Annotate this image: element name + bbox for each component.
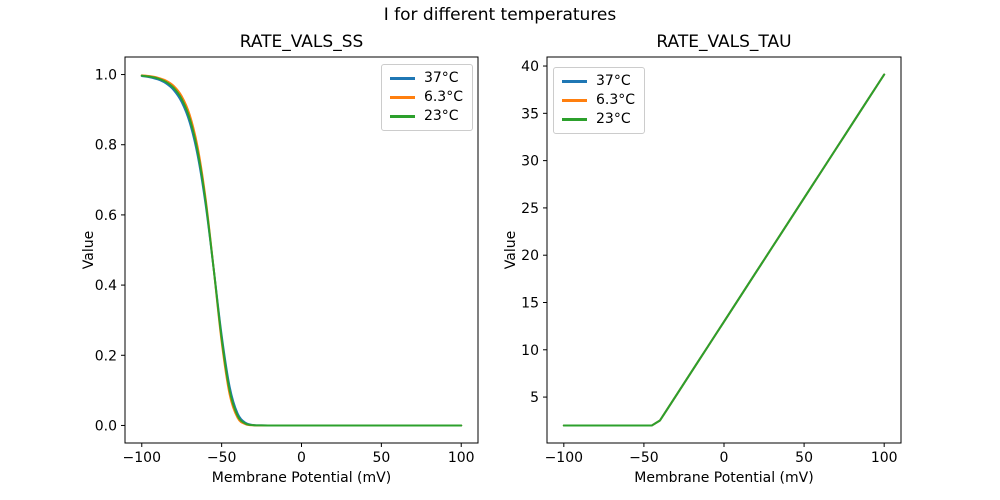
y-tick-label: 1.0 bbox=[95, 68, 117, 84]
legend-entry: 37°C bbox=[389, 69, 463, 88]
figure-suptitle: I for different temperatures bbox=[383, 5, 617, 25]
x-tick-label: −50 bbox=[207, 450, 237, 466]
y-tick-label: 10 bbox=[521, 343, 539, 359]
y-axis-label-tau: Value bbox=[503, 230, 519, 270]
legend-entry: 6.3°C bbox=[562, 91, 635, 110]
x-tick-label: 0 bbox=[720, 450, 729, 466]
y-tick-label: 35 bbox=[521, 106, 539, 122]
y-tick-label: 0.6 bbox=[95, 208, 117, 224]
x-tick-label: 100 bbox=[448, 450, 475, 466]
legend-line-swatch bbox=[562, 80, 587, 83]
x-tick-label: 0 bbox=[297, 450, 306, 466]
legend-label: 6.3°C bbox=[423, 89, 463, 105]
legend-label: 37°C bbox=[423, 70, 459, 86]
legend-line-swatch bbox=[389, 96, 415, 99]
series-line-0-2 bbox=[140, 74, 463, 427]
y-tick-label: 0.4 bbox=[95, 278, 117, 294]
subplot-title-tau: RATE_VALS_TAU bbox=[656, 32, 792, 52]
y-tick-label: 15 bbox=[521, 295, 539, 311]
y-tick-label: 30 bbox=[521, 154, 539, 170]
legend-label: 6.3°C bbox=[596, 92, 636, 108]
y-tick-label: 0.8 bbox=[95, 138, 117, 154]
y-tick-label: 0.2 bbox=[95, 348, 117, 364]
y-tick-label: 40 bbox=[521, 59, 539, 75]
legend-line-swatch bbox=[562, 99, 587, 102]
series-line-1-2 bbox=[562, 73, 886, 427]
x-tick-label: −100 bbox=[545, 450, 583, 466]
legend-entry: 6.3°C bbox=[389, 88, 463, 107]
y-tick-label: 0.0 bbox=[95, 418, 117, 434]
legend-line-swatch bbox=[389, 77, 415, 80]
legend-label: 23°C bbox=[596, 111, 631, 127]
y-tick-label: 25 bbox=[521, 201, 539, 217]
legend-ss: 37°C 6.3°C 23°C bbox=[380, 64, 473, 131]
x-tick-label: −100 bbox=[123, 450, 161, 466]
legend-line-swatch bbox=[562, 118, 587, 121]
legend-tau: 37°C 6.3°C 23°C bbox=[553, 67, 646, 134]
legend-entry: 23°C bbox=[389, 107, 463, 126]
legend-label: 23°C bbox=[423, 108, 459, 124]
y-axis-label-ss: Value bbox=[81, 230, 97, 270]
legend-entry: 23°C bbox=[562, 110, 635, 129]
subplot-title-ss: RATE_VALS_SS bbox=[239, 32, 364, 52]
x-tick-label: −50 bbox=[629, 450, 659, 466]
y-tick-label: 20 bbox=[521, 248, 539, 264]
x-tick-label: 50 bbox=[372, 450, 390, 466]
x-axis-label-ss: Membrane Potential (mV) bbox=[211, 470, 392, 486]
x-tick-label: 100 bbox=[871, 450, 898, 466]
y-tick-label: 5 bbox=[530, 390, 539, 406]
x-axis-label-tau: Membrane Potential (mV) bbox=[634, 470, 814, 486]
legend-entry: 37°C bbox=[562, 72, 635, 91]
legend-label: 37°C bbox=[596, 73, 631, 89]
legend-line-swatch bbox=[389, 115, 415, 118]
x-tick-label: 50 bbox=[795, 450, 813, 466]
